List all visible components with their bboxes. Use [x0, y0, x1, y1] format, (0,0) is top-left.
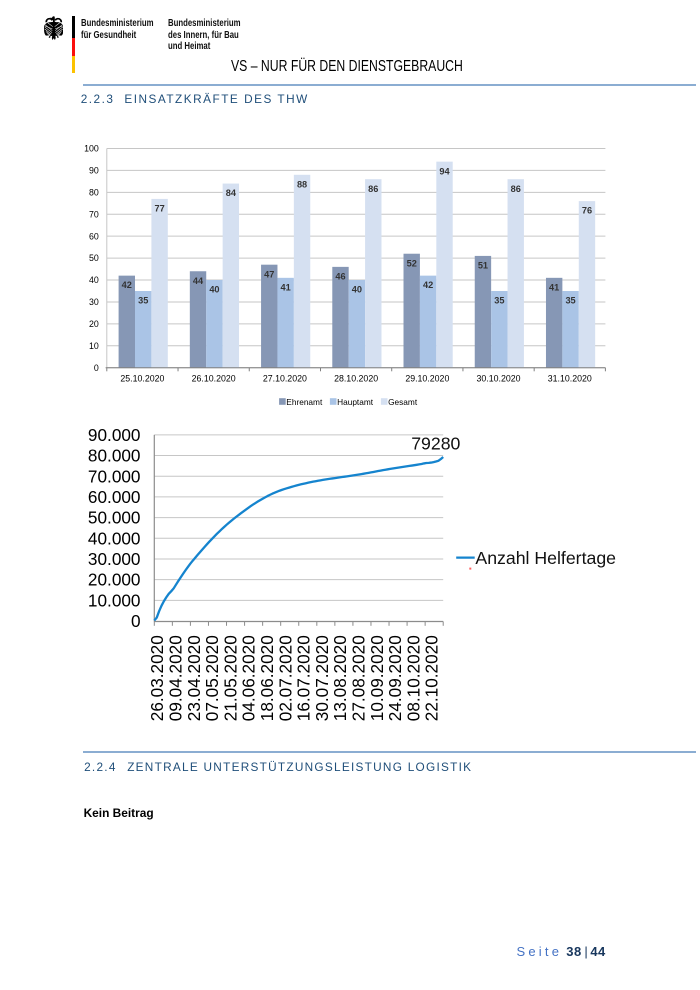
svg-text:51: 51 — [478, 261, 488, 271]
svg-text:76: 76 — [582, 206, 592, 216]
svg-text:80.000: 80.000 — [88, 446, 141, 466]
svg-text:41: 41 — [281, 282, 291, 292]
svg-text:Anzahl Helfertage: Anzahl Helfertage — [475, 548, 616, 568]
svg-text:86: 86 — [368, 184, 378, 194]
svg-text:44: 44 — [193, 276, 204, 286]
svg-text:08.10.2020: 08.10.2020 — [403, 635, 423, 721]
svg-text:24.09.2020: 24.09.2020 — [385, 635, 405, 721]
svg-text:50.000: 50.000 — [88, 508, 141, 528]
svg-text:40: 40 — [352, 285, 362, 295]
svg-text:42: 42 — [122, 280, 132, 290]
svg-text:10: 10 — [89, 341, 99, 351]
svg-text:Hauptamt: Hauptamt — [337, 397, 374, 407]
svg-text:13.08.2020: 13.08.2020 — [330, 635, 350, 721]
svg-text:42: 42 — [423, 280, 433, 290]
svg-text:10.09.2020: 10.09.2020 — [367, 635, 387, 721]
svg-text:60: 60 — [89, 231, 99, 241]
svg-text:16.07.2020: 16.07.2020 — [294, 635, 314, 721]
svg-text:20.000: 20.000 — [88, 570, 141, 590]
svg-text:52: 52 — [407, 258, 417, 268]
svg-text:30.10.2020: 30.10.2020 — [477, 373, 521, 383]
svg-text:35: 35 — [494, 296, 504, 306]
svg-text:100: 100 — [84, 144, 99, 154]
svg-text:84: 84 — [226, 188, 237, 198]
svg-text:30: 30 — [89, 297, 99, 307]
svg-text:29.10.2020: 29.10.2020 — [405, 373, 449, 383]
svg-text:90: 90 — [89, 166, 99, 176]
svg-text:28.10.2020: 28.10.2020 — [334, 373, 378, 383]
svg-text:86: 86 — [511, 184, 521, 194]
svg-text:21.05.2020: 21.05.2020 — [220, 635, 240, 721]
svg-text:50: 50 — [89, 253, 99, 263]
svg-text:02.07.2020: 02.07.2020 — [275, 635, 295, 721]
svg-text:47: 47 — [264, 269, 274, 279]
svg-text:31.10.2020: 31.10.2020 — [548, 373, 592, 383]
svg-text:0: 0 — [131, 611, 141, 631]
svg-text:60.000: 60.000 — [88, 487, 141, 507]
svg-text:27.10.2020: 27.10.2020 — [263, 373, 307, 383]
svg-text:18.06.2020: 18.06.2020 — [257, 635, 277, 721]
svg-text:90.000: 90.000 — [88, 425, 141, 445]
svg-text:80: 80 — [89, 187, 99, 197]
svg-text:27.08.2020: 27.08.2020 — [349, 635, 369, 721]
svg-text:Gesamt: Gesamt — [388, 397, 418, 407]
svg-text:40: 40 — [209, 285, 219, 295]
svg-text:0: 0 — [94, 363, 99, 373]
svg-text:Ehrenamt: Ehrenamt — [286, 397, 323, 407]
svg-text:35: 35 — [138, 296, 148, 306]
svg-text:10.000: 10.000 — [88, 590, 141, 610]
svg-text:77: 77 — [154, 204, 164, 214]
svg-text:20: 20 — [89, 319, 99, 329]
svg-text:22.10.2020: 22.10.2020 — [422, 635, 442, 721]
svg-text:25.10.2020: 25.10.2020 — [120, 373, 164, 383]
svg-text:94: 94 — [439, 166, 450, 176]
svg-text:26.03.2020: 26.03.2020 — [147, 635, 167, 721]
svg-text:88: 88 — [297, 179, 307, 189]
svg-text:79280: 79280 — [411, 433, 460, 453]
svg-text:40.000: 40.000 — [88, 528, 141, 548]
svg-text:07.05.2020: 07.05.2020 — [202, 635, 222, 721]
svg-text:46: 46 — [335, 271, 345, 281]
svg-text:23.04.2020: 23.04.2020 — [184, 635, 204, 721]
svg-text:40: 40 — [89, 275, 99, 285]
svg-text:30.000: 30.000 — [88, 549, 141, 569]
svg-text:26.10.2020: 26.10.2020 — [192, 373, 236, 383]
svg-text:70.000: 70.000 — [88, 466, 141, 486]
svg-text:09.04.2020: 09.04.2020 — [166, 635, 186, 721]
svg-text:04.06.2020: 04.06.2020 — [239, 635, 259, 721]
svg-text:35: 35 — [565, 296, 575, 306]
svg-text:70: 70 — [89, 209, 99, 219]
svg-text:30.07.2020: 30.07.2020 — [312, 635, 332, 721]
svg-text:41: 41 — [549, 282, 559, 292]
